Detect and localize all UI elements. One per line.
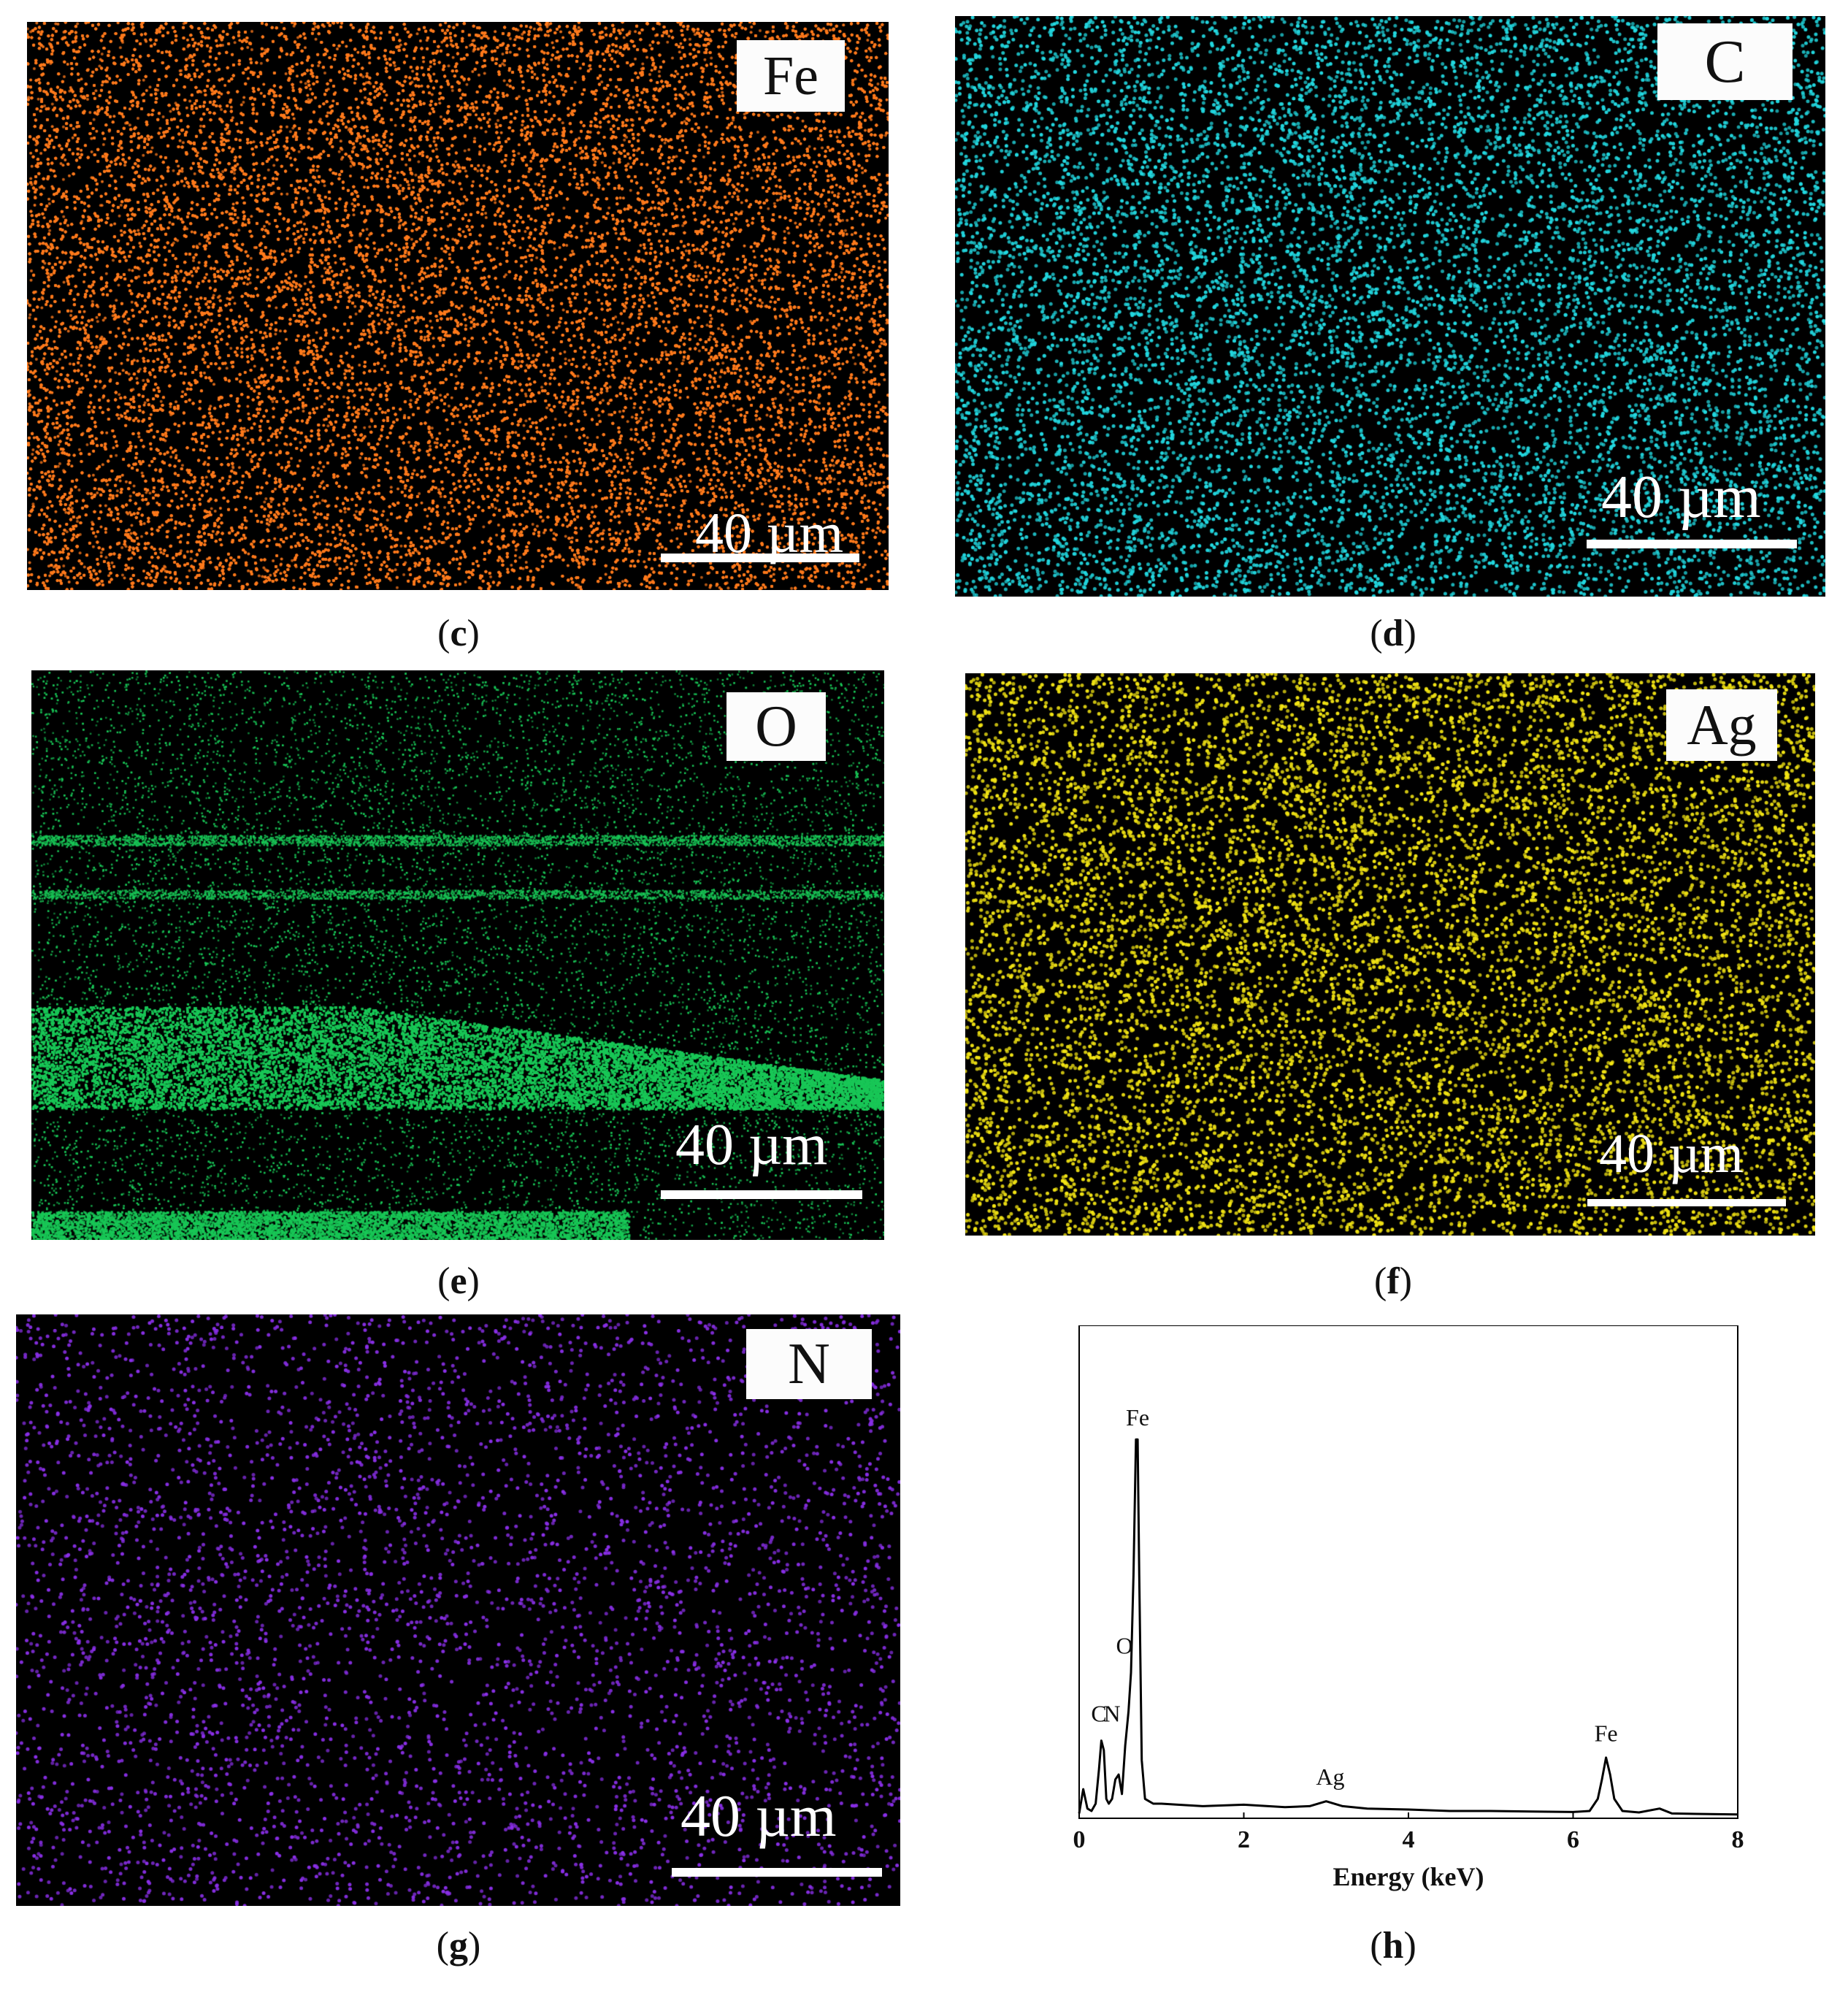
element-label-n: N	[746, 1329, 872, 1399]
peak-label: Ag	[1316, 1764, 1344, 1790]
peak-label: Fe	[1126, 1404, 1149, 1431]
caption-d: (d)	[1370, 613, 1416, 654]
scale-bar	[661, 1190, 862, 1199]
caption-letter: g	[449, 1925, 468, 1967]
scale-bar-label: 40 µm	[675, 1113, 828, 1177]
scale-bar-label: 40 µm	[680, 1783, 837, 1849]
element-label-fe: Fe	[737, 40, 845, 112]
scale-bar	[661, 554, 859, 562]
peak-label: Fe	[1595, 1720, 1618, 1746]
caption-letter: h	[1382, 1925, 1404, 1967]
element-label-ag: Ag	[1666, 689, 1777, 761]
n-map-image	[16, 1314, 900, 1906]
n-map-panel: N 40 µm	[16, 1314, 900, 1906]
scale-bar-label: 40 µm	[1599, 1123, 1744, 1184]
fe-map-image	[27, 22, 889, 590]
peak-label: C	[1091, 1701, 1106, 1727]
x-tick-label: 2	[1238, 1826, 1250, 1853]
element-label-o: O	[726, 692, 826, 761]
scale-bar	[1587, 1199, 1786, 1206]
plot-frame	[1078, 1325, 1738, 1819]
scale-bar	[672, 1868, 882, 1877]
peak-label: O	[1116, 1633, 1132, 1659]
x-tick-label: 6	[1567, 1826, 1579, 1853]
caption-h: (h)	[1370, 1925, 1416, 1967]
caption-e: (e)	[437, 1260, 480, 1302]
ag-map-panel: Ag 40 µm	[965, 673, 1815, 1236]
x-tick-label: 8	[1732, 1826, 1744, 1853]
caption-c: (c)	[437, 613, 480, 654]
x-tick-label: 4	[1403, 1826, 1415, 1853]
caption-letter: c	[450, 613, 467, 654]
caption-letter: e	[450, 1260, 467, 1302]
fe-map-panel: Fe 40 µm	[27, 22, 889, 590]
o-map-panel: O 40 µm	[31, 670, 884, 1240]
o-map-image	[31, 670, 884, 1240]
caption-g: (g)	[436, 1925, 481, 1967]
caption-letter: d	[1382, 613, 1404, 654]
spectrum-line-0	[1078, 1438, 1738, 1816]
ag-map-image	[965, 673, 1815, 1236]
c-map-panel: C 40 µm	[955, 16, 1825, 597]
c-map-image	[955, 16, 1825, 597]
x-axis-label: Energy (keV)	[1333, 1862, 1484, 1891]
element-label-c: C	[1657, 23, 1793, 100]
x-tick-label: 0	[1073, 1826, 1086, 1853]
caption-letter: f	[1387, 1260, 1400, 1302]
caption-f: (f)	[1374, 1260, 1412, 1302]
scale-bar	[1587, 540, 1797, 548]
scale-bar-label: 40 µm	[1601, 463, 1761, 531]
peak-label: N	[1104, 1701, 1121, 1727]
